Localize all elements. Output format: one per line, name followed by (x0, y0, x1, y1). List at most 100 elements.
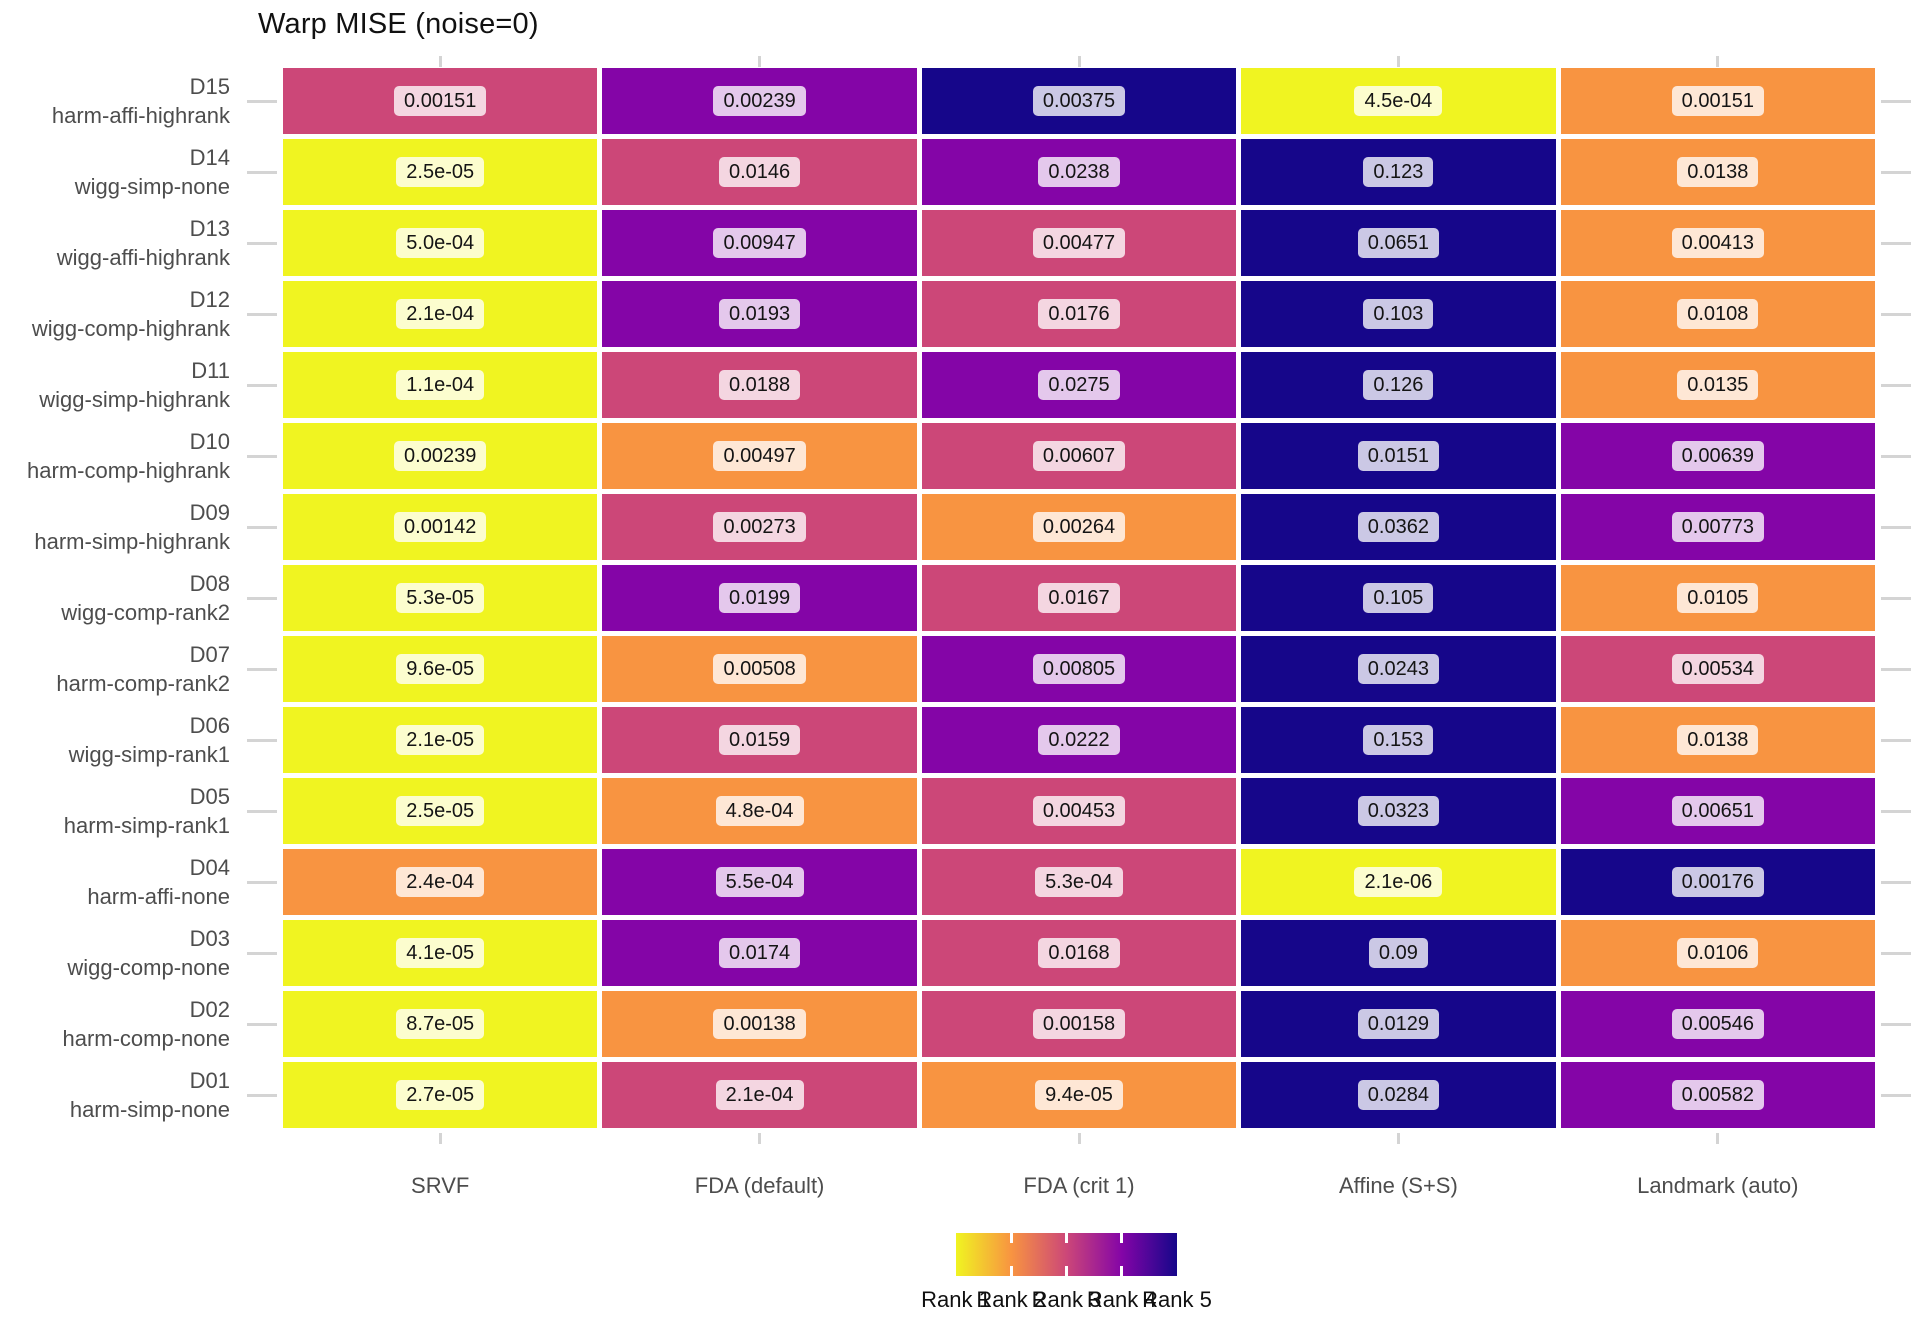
cell-value-label: 0.00151 (394, 86, 487, 116)
axis-tick (247, 241, 277, 245)
axis-tick (1881, 1093, 1911, 1097)
heatmap-cell: 0.0138 (1560, 139, 1875, 205)
row-dataset: harm-simp-highrank (34, 529, 230, 554)
row-id: D14 (189, 145, 230, 170)
heatmap-cell: 0.126 (1241, 352, 1556, 418)
row-id: D11 (191, 358, 230, 383)
heatmap-cell: 0.0168 (921, 920, 1237, 986)
column-label: FDA (crit 1) (1023, 1173, 1135, 1198)
heatmap-cell: 0.103 (1241, 281, 1556, 347)
row-label: D09 harm-simp-highrank (0, 494, 230, 560)
row-label: D03 wigg-comp-none (0, 920, 230, 986)
heatmap-cell: 0.00805 (921, 636, 1237, 702)
heatmap-cell: 0.00138 (602, 991, 917, 1057)
row-id: D12 (189, 287, 230, 312)
row-dataset: wigg-simp-rank1 (68, 742, 230, 767)
row-id: D09 (189, 500, 230, 525)
axis-tick (438, 56, 442, 67)
column-label: Landmark (auto) (1637, 1173, 1799, 1198)
cell-value-label: 0.0651 (1357, 228, 1439, 258)
cell-value-label: 9.6e-05 (396, 654, 485, 684)
cell-value-label: 0.0138 (1677, 725, 1759, 755)
row-id: D06 (189, 713, 230, 738)
axis-tick (1881, 241, 1911, 245)
cell-value-label: 0.00273 (713, 512, 806, 542)
legend-label: Rank 2 (976, 1287, 1047, 1312)
axis-tick (247, 99, 277, 103)
axis-tick (1881, 809, 1911, 813)
heatmap-cell: 0.0199 (602, 565, 917, 631)
row-id: D08 (189, 571, 230, 596)
heatmap-cell: 0.00264 (921, 494, 1237, 560)
heatmap-cell: 5.3e-05 (283, 565, 598, 631)
heatmap-cell: 0.0167 (921, 565, 1237, 631)
row-dataset: harm-comp-rank2 (56, 671, 230, 696)
heatmap-cell: 0.00508 (602, 636, 917, 702)
heatmap-cell: 0.0284 (1241, 1062, 1556, 1128)
axis-tick (1881, 667, 1911, 671)
x-axis-column-labels: SRVF FDA (default) FDA (crit 1) Affine (S+S… (283, 1172, 1875, 1200)
axis-tick (1077, 56, 1081, 67)
row-dataset: harm-simp-rank1 (63, 813, 230, 838)
heatmap-cell: 0.0193 (602, 281, 917, 347)
row-label: D06 wigg-simp-rank1 (0, 707, 230, 773)
heatmap-cell: 1.1e-04 (283, 352, 598, 418)
cell-value-label: 0.0199 (719, 583, 801, 613)
cell-value-label: 0.0108 (1677, 299, 1759, 329)
cell-value-label: 0.0138 (1677, 157, 1759, 187)
cell-value-label: 0.00239 (713, 86, 806, 116)
axis-tick (247, 951, 277, 955)
heatmap-cell: 0.00142 (283, 494, 598, 560)
cell-value-label: 0.0362 (1357, 512, 1439, 542)
cell-value-label: 0.0176 (1038, 299, 1120, 329)
row-label: D10 harm-comp-highrank (0, 423, 230, 489)
cell-value-label: 0.0146 (719, 157, 801, 187)
row-label: D12 wigg-comp-highrank (0, 281, 230, 347)
cell-value-label: 0.0159 (719, 725, 801, 755)
legend-tick (1120, 1266, 1124, 1276)
heatmap-cell: 2.7e-05 (283, 1062, 598, 1128)
axis-tick (247, 809, 277, 813)
axis-tick (1077, 1133, 1081, 1144)
heatmap-cell: 0.00947 (602, 210, 917, 276)
heatmap-cell: 0.0151 (1241, 423, 1556, 489)
cell-value-label: 0.0151 (1357, 441, 1439, 471)
heatmap-cell: 0.0323 (1241, 778, 1556, 844)
axis-tick (1881, 99, 1911, 103)
axis-tick (1881, 170, 1911, 174)
heatmap-cell: 0.00453 (921, 778, 1237, 844)
cell-value-label: 8.7e-05 (396, 1009, 485, 1039)
cell-value-label: 0.0167 (1038, 583, 1120, 613)
heatmap-cell: 5.3e-04 (921, 849, 1237, 915)
row-dataset: harm-simp-none (69, 1097, 230, 1122)
cell-value-label: 0.0129 (1357, 1009, 1439, 1039)
heatmap-cells: 0.00151 0.00239 0.00375 4.5e-04 0.00151 2.5e-… (283, 68, 1875, 1128)
heatmap-cell: 2.1e-06 (1241, 849, 1556, 915)
heatmap-cell: 9.4e-05 (921, 1062, 1237, 1128)
cell-value-label: 0.103 (1363, 299, 1434, 329)
axis-tick (1716, 56, 1720, 67)
row-id: D15 (189, 74, 230, 99)
heatmap-cell: 0.0651 (1241, 210, 1556, 276)
cell-value-label: 0.00158 (1032, 1009, 1126, 1039)
cell-value-label: 0.00375 (1032, 86, 1126, 116)
cell-value-label: 0.0275 (1038, 370, 1120, 400)
row-label: D08 wigg-comp-rank2 (0, 565, 230, 631)
legend-label: Rank 5 (1142, 1287, 1212, 1312)
row-label: D15 harm-affi-highrank (0, 68, 230, 134)
heatmap-cell: 0.00639 (1560, 423, 1875, 489)
row-label: D01 harm-simp-none (0, 1062, 230, 1128)
axis-tick (1396, 1133, 1400, 1144)
heatmap-cell: 2.5e-05 (283, 778, 598, 844)
heatmap-cell: 0.00151 (283, 68, 598, 134)
heatmap-cell: 0.00546 (1560, 991, 1875, 1057)
axis-tick (247, 880, 277, 884)
cell-value-label: 0.00805 (1032, 654, 1126, 684)
cell-value-label: 0.00497 (713, 441, 806, 471)
cell-value-label: 0.0135 (1677, 370, 1759, 400)
heatmap-cell: 0.00582 (1560, 1062, 1875, 1128)
heatmap-cell: 0.0146 (602, 139, 917, 205)
row-dataset: wigg-simp-none (74, 174, 230, 199)
legend-tick (1120, 1233, 1124, 1243)
heatmap-cell: 4.1e-05 (283, 920, 598, 986)
